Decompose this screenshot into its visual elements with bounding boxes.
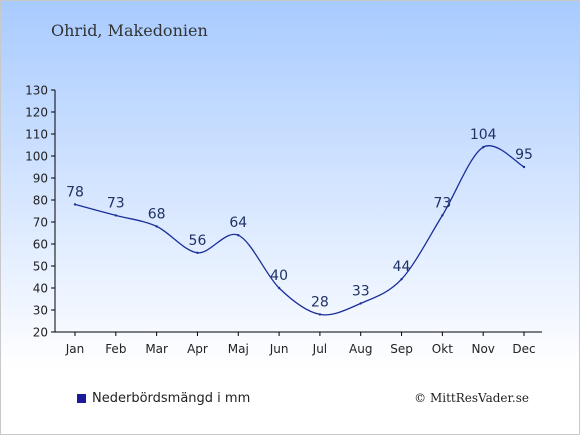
data-label: 56 [189,233,207,249]
data-label: 78 [66,184,84,200]
data-point [359,302,362,305]
y-tick-label: 100 [25,150,48,164]
data-label: 73 [107,195,125,211]
legend-swatch [77,394,86,403]
data-label: 33 [352,283,370,299]
y-tick-label: 120 [25,106,48,120]
y-tick-label: 40 [33,282,48,296]
data-label: 95 [515,147,533,163]
y-tick-label: 60 [33,238,48,252]
data-label: 73 [433,195,451,211]
y-tick-label: 130 [25,84,48,98]
data-point [318,313,322,316]
x-tick-label: Feb [105,342,126,356]
y-tick-label: 90 [33,172,48,186]
y-tick-label: 50 [33,260,48,274]
data-point [237,234,240,237]
data-point [441,214,444,217]
data-point [522,165,526,169]
data-label: 104 [470,127,497,143]
legend: Nederbördsmängd i mm [77,391,250,406]
x-tick-label: Jul [312,342,327,356]
x-tick-label: Sep [390,342,413,356]
location-title: Ohrid, Makedonien [51,21,208,40]
data-point [277,286,281,290]
copyright-text: © MittResVader.se [414,391,529,405]
data-point [155,225,158,228]
data-label: 28 [311,294,329,310]
data-label: 68 [148,206,166,222]
x-tick-label: Okt [432,342,453,356]
data-point [73,203,77,206]
data-point [196,251,199,254]
data-point [114,214,118,217]
x-tick-label: Mar [145,342,168,356]
x-tick-label: Maj [228,342,249,356]
y-tick-label: 20 [33,326,48,340]
data-label: 64 [229,215,247,231]
data-label: 44 [393,259,411,275]
x-tick-label: Aug [349,342,372,356]
y-tick-label: 110 [25,128,48,142]
x-tick-label: Jan [65,342,85,356]
y-tick-label: 30 [33,304,48,318]
data-point [400,278,403,281]
data-point [481,146,485,149]
series-line [74,145,525,316]
x-tick-label: Jun [269,342,289,356]
y-tick-label: 80 [33,194,48,208]
y-tick-label: 70 [33,216,48,230]
data-label: 40 [270,268,288,284]
legend-label: Nederbördsmängd i mm [92,391,251,406]
x-tick-label: Apr [187,342,208,356]
x-tick-label: Nov [471,342,494,356]
x-tick-label: Dec [512,342,535,356]
